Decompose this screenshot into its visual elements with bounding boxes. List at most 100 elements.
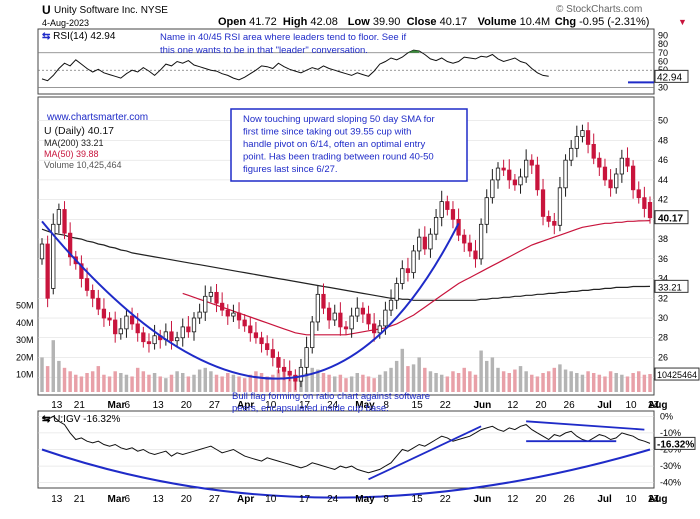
candle-body xyxy=(298,366,304,382)
candle-body xyxy=(608,179,613,189)
candle-body xyxy=(569,147,574,161)
x-tick-label: May xyxy=(355,494,375,505)
volume-bar xyxy=(90,371,95,392)
volume-bar xyxy=(631,373,635,392)
volume-tick-label: 40M xyxy=(16,318,34,328)
volume-bar xyxy=(468,371,472,392)
volume-bar xyxy=(586,371,590,392)
volume-bar xyxy=(445,376,450,392)
candle-body xyxy=(248,325,253,334)
volume-bar xyxy=(254,371,258,392)
candle-body xyxy=(642,197,647,209)
candle-body xyxy=(400,268,405,284)
volume-bar xyxy=(456,373,461,392)
volume-bar xyxy=(186,376,191,392)
candle-body xyxy=(169,331,174,342)
candle-body xyxy=(146,341,152,345)
stat-open: Open 41.72 xyxy=(218,16,277,28)
volume-bar xyxy=(462,367,466,392)
rsi-last-box xyxy=(654,69,689,83)
rsi-title: ⇆ RSI(14) 42.94 xyxy=(42,31,116,42)
candle-body xyxy=(51,223,56,289)
volume-bar xyxy=(237,376,241,392)
volume-last-box xyxy=(654,367,700,381)
flag-upper-line xyxy=(526,420,645,431)
volume-bar xyxy=(366,376,371,392)
volume-bar xyxy=(57,360,61,392)
price-tick-label: 48 xyxy=(658,135,668,145)
price-tick-label: 26 xyxy=(658,352,668,362)
candle-body xyxy=(439,201,444,218)
candle-body xyxy=(62,209,67,234)
candle-body xyxy=(591,144,596,159)
volume-bar xyxy=(214,374,219,392)
candle-body xyxy=(259,337,264,345)
candle-body xyxy=(574,136,579,149)
x-tick-label: 20 xyxy=(181,400,193,411)
volume-bar xyxy=(535,376,540,392)
candle-body xyxy=(501,167,506,171)
ma200-line xyxy=(41,228,651,301)
volume-bar xyxy=(530,374,534,392)
volume-bar xyxy=(518,366,523,392)
ratio-cup-curve xyxy=(41,448,651,499)
x-tick-label: Jul xyxy=(597,494,612,505)
candle-body xyxy=(321,293,326,309)
ratio-trendline xyxy=(368,425,482,481)
volume-bar xyxy=(181,373,185,392)
x-tick-label: 17 xyxy=(299,400,311,411)
company-name: Unity Software Inc. NYSE xyxy=(54,5,168,16)
candle-body xyxy=(625,157,630,167)
candle-body xyxy=(338,312,343,328)
candle-body xyxy=(377,325,382,334)
ratio-tick-label: -40% xyxy=(660,478,681,488)
candle-body xyxy=(96,297,101,310)
x-tick-label: 10 xyxy=(265,494,277,505)
candle-body xyxy=(152,335,157,345)
candle-body xyxy=(186,326,191,333)
candle-body xyxy=(372,323,377,334)
volume-bar xyxy=(321,373,326,392)
ma50-line xyxy=(182,220,651,336)
volume-bar xyxy=(496,367,500,392)
volume-bar xyxy=(648,374,652,392)
volume-bar xyxy=(282,371,286,392)
price-tick-label: 34 xyxy=(658,274,668,284)
candle-body xyxy=(203,295,208,313)
candle-body xyxy=(304,347,309,368)
x-tick-label: Aug xyxy=(648,494,667,505)
volume-bar xyxy=(490,357,495,392)
volume-bar xyxy=(96,366,101,392)
brand-label: © StockCharts.com xyxy=(556,4,642,15)
candle-body xyxy=(90,289,95,299)
volume-bar xyxy=(338,374,343,392)
x-tick-label: Jun xyxy=(473,494,491,505)
volume-bar xyxy=(209,371,213,392)
volume-bar xyxy=(383,371,388,392)
volume-bar xyxy=(378,374,382,392)
stat-high: High 42.08 xyxy=(283,16,338,28)
stat-chg: Chg -0.95 (-2.31%) xyxy=(555,16,650,28)
candle-body xyxy=(253,332,259,339)
rsi-last-value: 42.94 xyxy=(657,72,682,83)
candle-body xyxy=(405,268,411,274)
candle-body xyxy=(225,309,230,317)
candle-body xyxy=(315,293,320,323)
ratio-x-axis: 13 21 Mar 6 13 20 27 Apr 10 17 24 May 8 15 22 Jun 12 20 26… xyxy=(51,494,667,505)
candle-body xyxy=(428,233,433,250)
volume-bar xyxy=(197,369,202,392)
candle-body xyxy=(45,243,50,299)
x-tick-label: 10 xyxy=(625,400,637,411)
candle-body xyxy=(214,291,219,304)
candle-body xyxy=(529,159,534,166)
volume-bar xyxy=(558,364,562,392)
x-tick-label: 26 xyxy=(564,494,576,505)
volume-bar xyxy=(259,373,264,392)
x-tick-label: 17 xyxy=(648,494,660,505)
volume-bar xyxy=(102,374,106,392)
volume-bar xyxy=(68,371,72,392)
candle-body xyxy=(433,216,439,235)
rsi-tick-label: 30 xyxy=(658,83,668,93)
volume-bar xyxy=(164,378,168,392)
candle-body xyxy=(220,302,225,311)
